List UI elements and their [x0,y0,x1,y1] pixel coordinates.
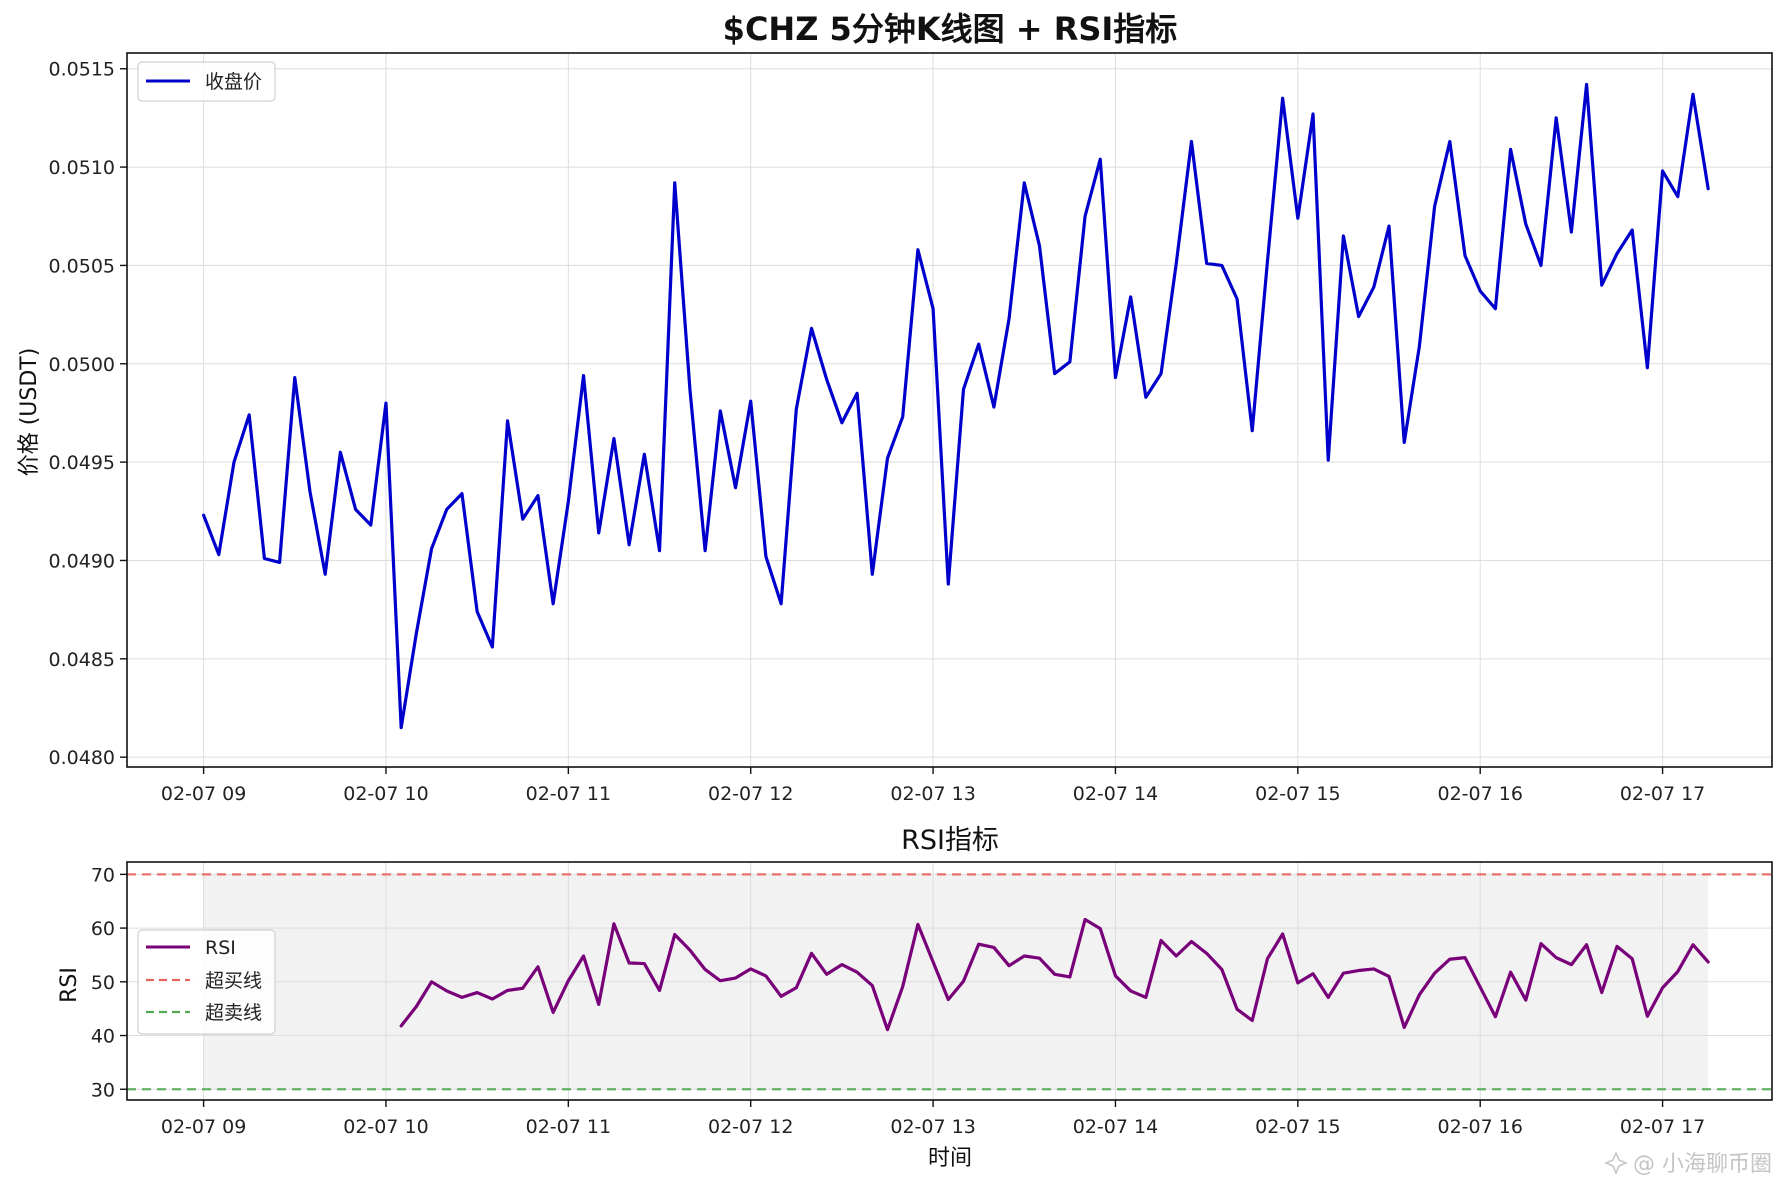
rsi-y-tick-label: 60 [91,918,115,940]
rsi-x-tick-label: 02-07 15 [1255,1116,1340,1138]
rsi-x-tick-label: 02-07 14 [1073,1116,1158,1138]
price-x-tick-label: 02-07 14 [1073,783,1158,805]
rsi-series-line [399,917,1710,1032]
legend-label-close: 收盘价 [205,71,262,93]
price-y-axis-label: 价格 (USDT) [17,348,42,477]
price-y-tick-label: 0.0515 [49,59,115,81]
price-y-tick-label: 0.0500 [49,354,115,376]
rsi-x-ticks: 02-07 09 02-07 10 02-07 11 02-07 12 02-07 13… [161,1100,1705,1138]
sparkle-icon [1603,1150,1629,1176]
rsi-series-lines [127,873,1772,1091]
rsi-y-ticks: 30 40 50 60 70 [91,864,127,1101]
legend-label-rsi: RSI [205,937,236,959]
rsi-x-tick-label: 02-07 10 [343,1116,428,1138]
rsi-x-tick-label: 02-07 09 [161,1116,246,1138]
rsi-x-tick-label: 02-07 13 [890,1116,975,1138]
rsi-y-tick-label: 30 [91,1079,115,1101]
price-series-lines [202,82,1710,730]
price-y-tick-label: 0.0480 [49,747,115,769]
rsi-x-tick-label: 02-07 11 [526,1116,611,1138]
price-x-tick-label: 02-07 12 [708,783,793,805]
legend-label-overbought: 超买线 [205,970,262,992]
rsi-x-axis-label: 时间 [928,1146,972,1171]
price-x-ticks: 02-07 09 02-07 10 02-07 11 02-07 12 02-07 13… [161,767,1705,805]
rsi-plot-frame [126,861,1773,1101]
price-y-tick-label: 0.0485 [49,649,115,671]
watermark: @ 小海聊币圈 [1603,1150,1772,1177]
price-legend-box [137,61,276,102]
price-x-tick-label: 02-07 17 [1620,783,1705,805]
price-y-ticks: 0.0480 0.0485 0.0490 0.0495 0.0500 0.0505 0.05… [49,59,127,769]
watermark-text: @ 小海聊币圈 [1633,1152,1772,1177]
price-chart-title: $CHZ 5分钟K线图 + RSI指标 [723,10,1178,48]
rsi-y-tick-label: 40 [91,1026,115,1048]
rsi-x-tick-label: 02-07 17 [1620,1116,1705,1138]
rsi-x-tick-label: 02-07 16 [1437,1116,1522,1138]
price-x-tick-label: 02-07 11 [526,783,611,805]
price-x-tick-label: 02-07 15 [1255,783,1340,805]
price-y-tick-label: 0.0510 [49,157,115,179]
price-legend: 收盘价 [137,61,276,102]
price-plot-frame [126,52,1773,768]
rsi-y-axis-label: RSI [57,967,82,1003]
price-y-tick-label: 0.0505 [49,255,115,277]
rsi-y-tick-label: 50 [91,972,115,994]
rsi-y-tick-label: 70 [91,864,115,886]
rsi-legend-box [137,929,276,1035]
price-x-tick-label: 02-07 09 [161,783,246,805]
price-series-line [202,82,1710,730]
rsi-x-tick-label: 02-07 12 [708,1116,793,1138]
legend-label-oversold: 超卖线 [205,1002,262,1024]
rsi-chart-title: RSI指标 [901,825,999,856]
price-x-tick-label: 02-07 13 [890,783,975,805]
rsi-gridlines [127,862,1772,1100]
rsi-legend: RSI 超买线 超卖线 [137,929,276,1035]
price-x-tick-label: 02-07 16 [1437,783,1522,805]
price-y-tick-label: 0.0495 [49,452,115,474]
price-x-tick-label: 02-07 10 [343,783,428,805]
price-y-tick-label: 0.0490 [49,550,115,572]
